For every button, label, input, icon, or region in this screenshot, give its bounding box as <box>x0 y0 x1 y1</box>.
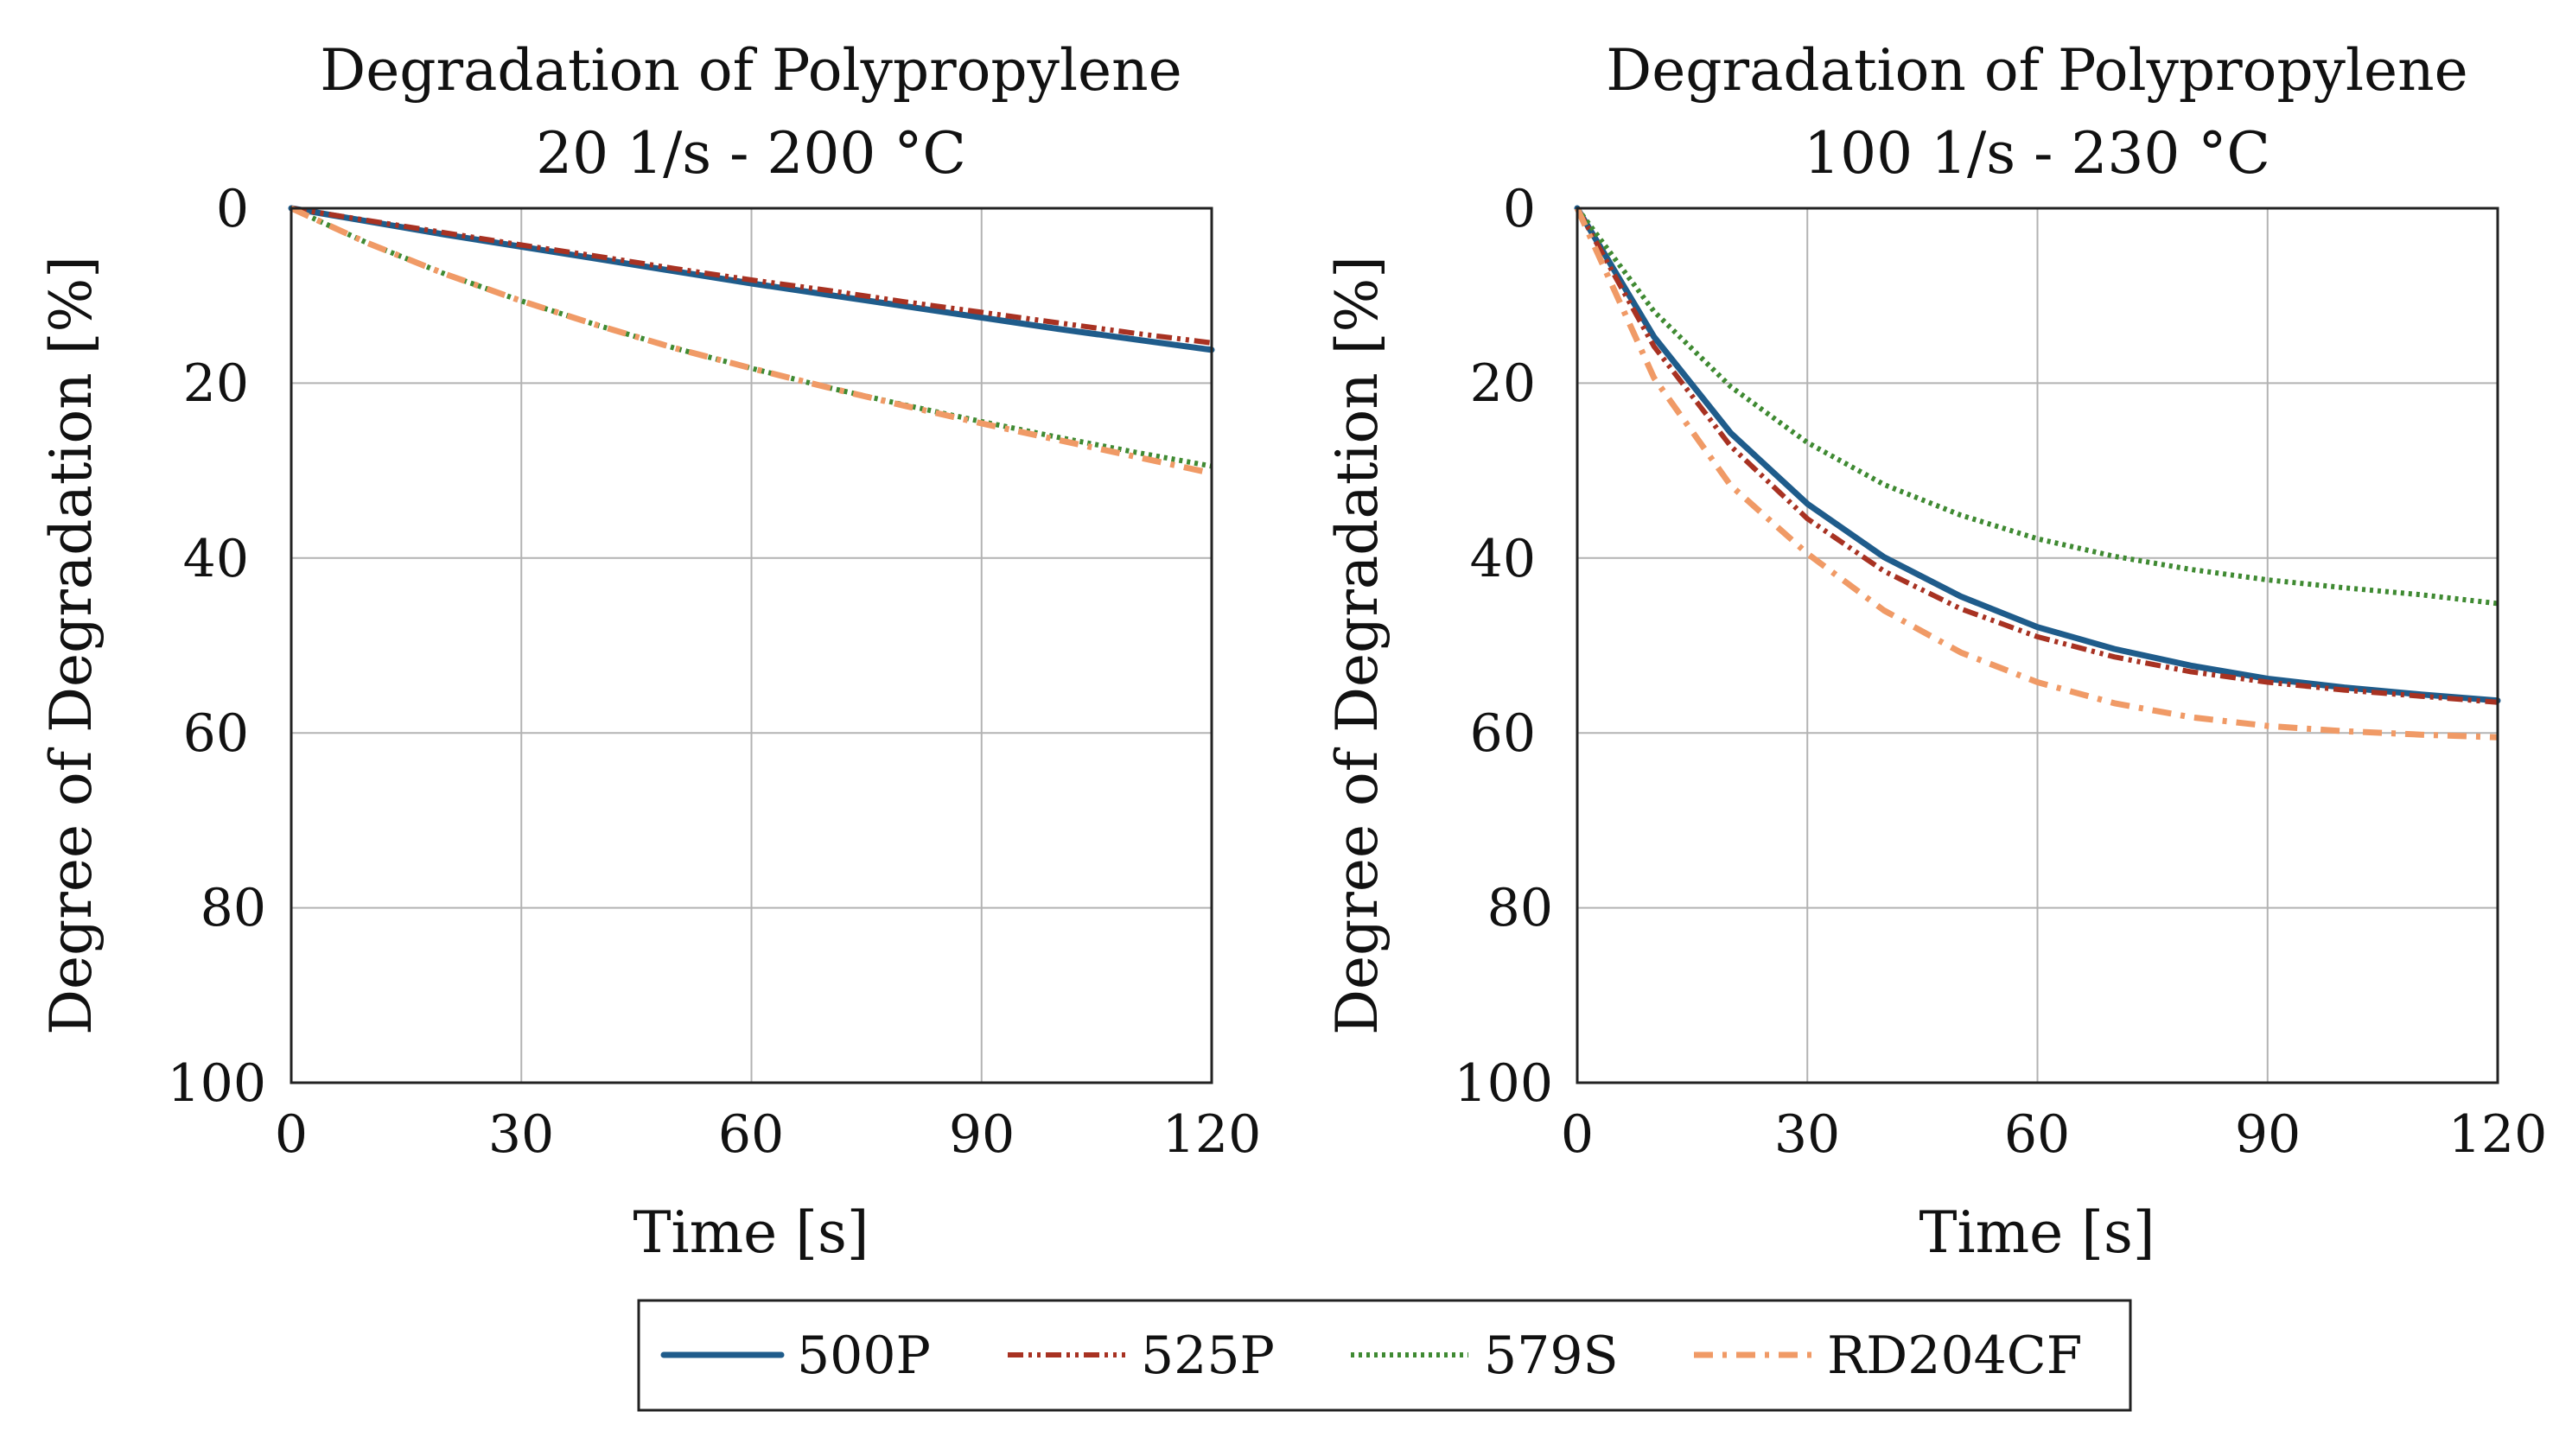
legend-label-500p: 500P <box>797 1326 931 1386</box>
legend-label-rd204cf: RD204CF <box>1827 1326 2082 1386</box>
chart-right-series-579s <box>1575 207 2499 607</box>
chart-left-series <box>288 205 1215 477</box>
chart-right-series <box>1574 205 2501 741</box>
chart-left-plot-frame <box>290 207 1213 1084</box>
chart-left-x-tick-90: 90 <box>949 1104 1015 1165</box>
chart-right-y-tick-80: 80 <box>1487 878 1553 938</box>
chart-right-series-525p <box>1575 207 2499 705</box>
chart-left-x-tick-120: 120 <box>1162 1104 1262 1165</box>
legend-label-579s: 579S <box>1484 1326 1619 1386</box>
chart-right-title-line-2: 100 1/s - 230 °C <box>1804 120 2270 187</box>
chart-right-title-line-1: Degradation of Polypropylene <box>1606 37 2467 104</box>
chart-left-y-axis-label: Degree of Degradation [%] <box>38 256 105 1035</box>
chart-left-grid <box>291 208 1212 1083</box>
chart-left-x-tick-0: 0 <box>275 1104 308 1165</box>
chart-left-y-tick-60: 60 <box>183 703 249 764</box>
chart-right-grid <box>1577 208 2498 1083</box>
chart-right-x-axis-label: Time [s] <box>1919 1199 2155 1266</box>
chart-left-x-axis-label: Time [s] <box>633 1199 869 1266</box>
chart-right-x-tick-30: 30 <box>1774 1104 1840 1165</box>
chart-right-y-tick-100: 100 <box>1454 1053 1553 1114</box>
chart-right: Degradation of Polypropylene 100 1/s - 2… <box>1324 37 2547 1266</box>
chart-left-y-tick-40: 40 <box>183 529 249 589</box>
chart-left-title-line-2: 20 1/s - 200 °C <box>536 120 966 187</box>
chart-left-y-tick-0: 0 <box>216 179 249 239</box>
chart-right-y-tick-20: 20 <box>1470 353 1536 414</box>
chart-right-x-tick-120: 120 <box>2448 1104 2548 1165</box>
chart-left-series-525p <box>290 206 1213 346</box>
chart-left-y-tick-100: 100 <box>167 1053 266 1114</box>
chart-right-x-tick-90: 90 <box>2235 1104 2301 1165</box>
chart-right-y-tick-60: 60 <box>1470 703 1536 764</box>
chart-right-y-axis-label: Degree of Degradation [%] <box>1324 256 1391 1035</box>
legend: 500P 525P 579S RD204CF <box>637 1299 2132 1412</box>
chart-left-y-tick-20: 20 <box>183 353 249 414</box>
chart-right-y-tick-0: 0 <box>1503 179 1536 239</box>
chart-left-x-tick-60: 60 <box>718 1104 784 1165</box>
chart-right-plot-frame <box>1576 207 2499 1084</box>
chart-left-series-579s <box>290 206 1213 469</box>
chart-left-title-line-1: Degradation of Polypropylene <box>320 37 1181 104</box>
chart-left: Degradation of Polypropylene 20 1/s - 20… <box>38 37 1261 1266</box>
chart-right-x-tick-60: 60 <box>2004 1104 2070 1165</box>
legend-label-525p: 525P <box>1141 1326 1275 1386</box>
chart-right-y-tick-40: 40 <box>1470 529 1536 589</box>
chart-right-x-tick-0: 0 <box>1561 1104 1594 1165</box>
chart-right-series-rd204cf <box>1574 207 2499 741</box>
chart-left-x-tick-30: 30 <box>488 1104 554 1165</box>
chart-left-y-tick-80: 80 <box>201 878 266 938</box>
